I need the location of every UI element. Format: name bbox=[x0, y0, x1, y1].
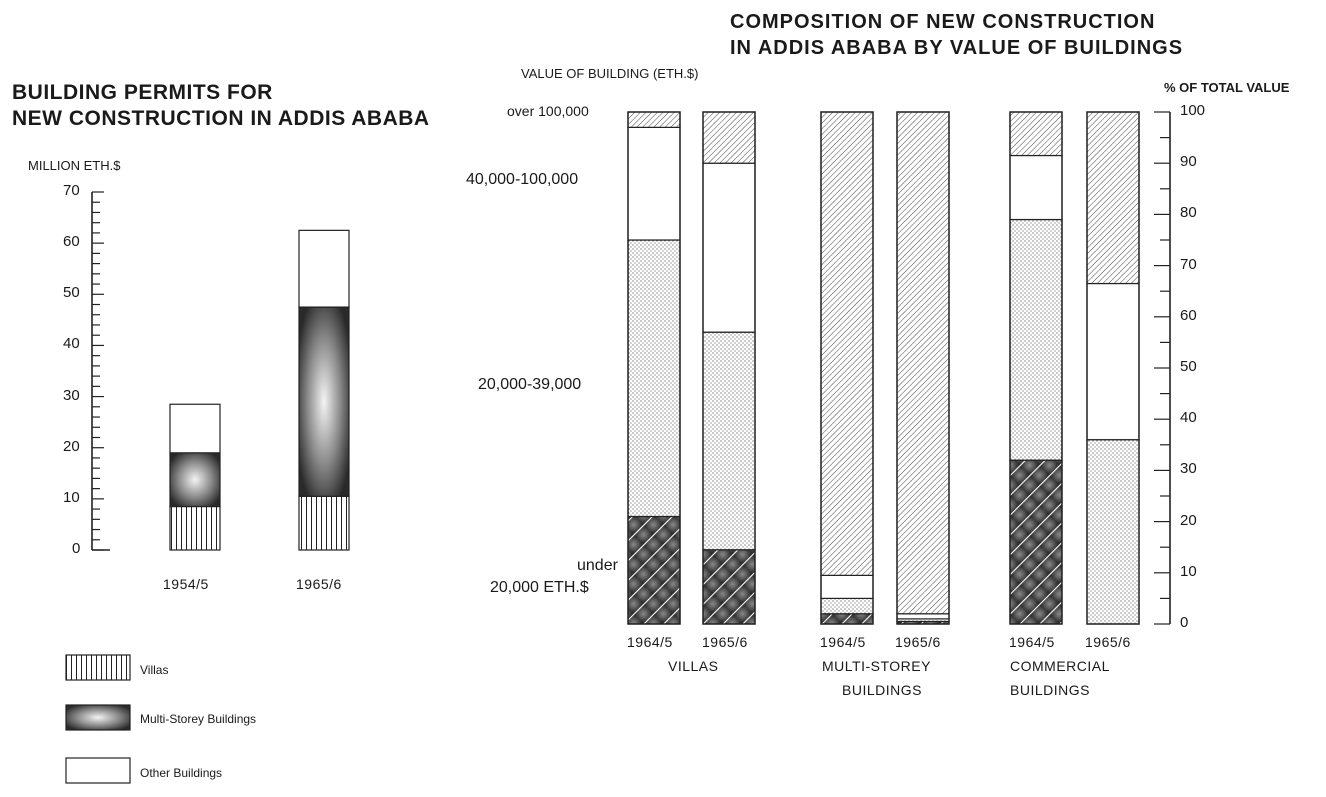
right-y-tick-label: 70 bbox=[1180, 255, 1197, 273]
right-bar-segment bbox=[702, 111, 756, 164]
group-label-commercial-line-2: BUILDINGS bbox=[1010, 682, 1090, 698]
right-y-tick-label: 20 bbox=[1180, 511, 1197, 529]
right-x-tick-multi-1965: 1965/6 bbox=[895, 634, 941, 650]
right-bar-segment bbox=[702, 549, 756, 625]
left-bar-segment bbox=[298, 306, 350, 497]
right-bar-segment bbox=[627, 126, 681, 241]
right-bar-segment bbox=[820, 597, 874, 615]
right-bar-segment bbox=[820, 111, 874, 576]
left-bar-segment bbox=[298, 229, 350, 308]
right-bar-segment bbox=[702, 162, 756, 333]
right-y-tick-label: 80 bbox=[1180, 204, 1197, 222]
right-y-axis-label-left: VALUE OF BUILDING (ETH.$) bbox=[521, 66, 699, 81]
legend-label-multi-storey: Multi-Storey Buildings bbox=[140, 712, 257, 726]
right-x-tick-commercial-1965: 1965/6 bbox=[1085, 634, 1131, 650]
left-chart-title-line-1: BUILDING PERMITS FOR bbox=[12, 81, 273, 104]
right-y-tick-label: 40 bbox=[1180, 409, 1197, 427]
right-bar-segment bbox=[820, 613, 874, 625]
left-y-tick-label: 50 bbox=[63, 284, 80, 302]
right-chart-title-line-2: IN ADDIS ABABA BY VALUE OF BUILDINGS bbox=[730, 37, 1184, 59]
legend-swatch bbox=[65, 654, 131, 681]
value-band-under-line-1: under bbox=[577, 557, 618, 574]
value-band-over-100000: over 100,000 bbox=[507, 103, 589, 119]
right-y-tick-label: 90 bbox=[1180, 153, 1197, 171]
right-x-tick-commercial-1964: 1964/5 bbox=[1009, 634, 1055, 650]
right-bar-segment bbox=[1086, 439, 1140, 625]
right-y-tick-label: 30 bbox=[1180, 460, 1197, 478]
group-label-villas: VILLAS bbox=[668, 658, 719, 674]
legend-swatch bbox=[65, 704, 131, 731]
value-band-under-line-2: 20,000 ETH.$ bbox=[490, 579, 589, 596]
left-y-tick-label: 10 bbox=[63, 488, 80, 506]
left-bar-segment bbox=[169, 403, 221, 454]
left-x-tick-1954: 1954/5 bbox=[163, 576, 209, 592]
legend-swatch bbox=[65, 757, 131, 784]
right-bar-segment bbox=[1009, 218, 1063, 461]
right-bar-segment bbox=[1086, 282, 1140, 441]
right-bar-segment bbox=[1009, 111, 1063, 157]
right-bar-outline bbox=[627, 111, 681, 625]
right-bar-segment bbox=[702, 331, 756, 551]
right-bar-segment bbox=[627, 111, 681, 128]
right-bar-segment bbox=[896, 613, 950, 620]
right-y-tick-label: 100 bbox=[1180, 102, 1206, 119]
left-y-tick-label: 30 bbox=[63, 386, 80, 404]
left-bar-segment bbox=[169, 505, 221, 551]
right-y-tick-label: 60 bbox=[1180, 306, 1197, 324]
right-bar-segment bbox=[820, 574, 874, 599]
value-band-40000-100000: 40,000-100,000 bbox=[466, 171, 579, 188]
right-chart bbox=[627, 111, 1171, 625]
group-label-multi-storey-line-2: BUILDINGS bbox=[842, 682, 922, 698]
right-bar-outline bbox=[896, 111, 950, 625]
right-bar-outline bbox=[820, 111, 874, 625]
legend-label-villas: Villas bbox=[140, 663, 169, 677]
left-y-tick-label: 40 bbox=[63, 335, 80, 353]
right-y-tick-label: 50 bbox=[1180, 358, 1197, 375]
group-label-commercial-line-1: COMMERCIAL bbox=[1010, 658, 1110, 674]
right-bar-segment bbox=[627, 239, 681, 518]
right-bar-outline bbox=[702, 111, 756, 625]
left-y-tick-label: 60 bbox=[63, 233, 80, 251]
right-x-tick-villas-1965: 1965/6 bbox=[702, 634, 748, 650]
right-bar-segment bbox=[1009, 154, 1063, 221]
right-y-tick-label: 0 bbox=[1180, 614, 1189, 631]
group-label-multi-storey-line-1: MULTI-STOREY bbox=[822, 658, 931, 674]
right-y-axis-label-right: % OF TOTAL VALUE bbox=[1164, 80, 1290, 95]
value-band-20000-39000: 20,000-39,000 bbox=[478, 376, 582, 393]
right-y-tick-label: 10 bbox=[1180, 562, 1197, 580]
right-bar-segment bbox=[1086, 111, 1140, 285]
right-x-tick-villas-1964: 1964/5 bbox=[627, 634, 673, 650]
right-bar-outline bbox=[1009, 111, 1063, 625]
right-bar-segment bbox=[896, 111, 950, 615]
right-chart-title-line-1: COMPOSITION OF NEW CONSTRUCTION bbox=[730, 11, 1156, 33]
left-bar-segment bbox=[169, 452, 221, 508]
legend-label-other: Other Buildings bbox=[140, 766, 223, 780]
right-bar-outline bbox=[1086, 111, 1140, 625]
left-chart bbox=[65, 191, 350, 784]
right-x-tick-multi-1964: 1964/5 bbox=[820, 634, 866, 650]
left-y-tick-label: 20 bbox=[63, 437, 80, 455]
left-y-axis-label: MILLION ETH.$ bbox=[28, 158, 121, 173]
left-y-tick-label: 0 bbox=[72, 540, 81, 557]
left-chart-title-line-2: NEW CONSTRUCTION IN ADDIS ABABA bbox=[12, 107, 430, 130]
left-x-tick-1965: 1965/6 bbox=[296, 576, 342, 592]
right-bar-segment bbox=[1009, 459, 1063, 625]
left-bar-segment bbox=[298, 495, 350, 551]
left-y-tick-label: 70 bbox=[63, 182, 80, 199]
right-bar-segment bbox=[627, 515, 681, 625]
